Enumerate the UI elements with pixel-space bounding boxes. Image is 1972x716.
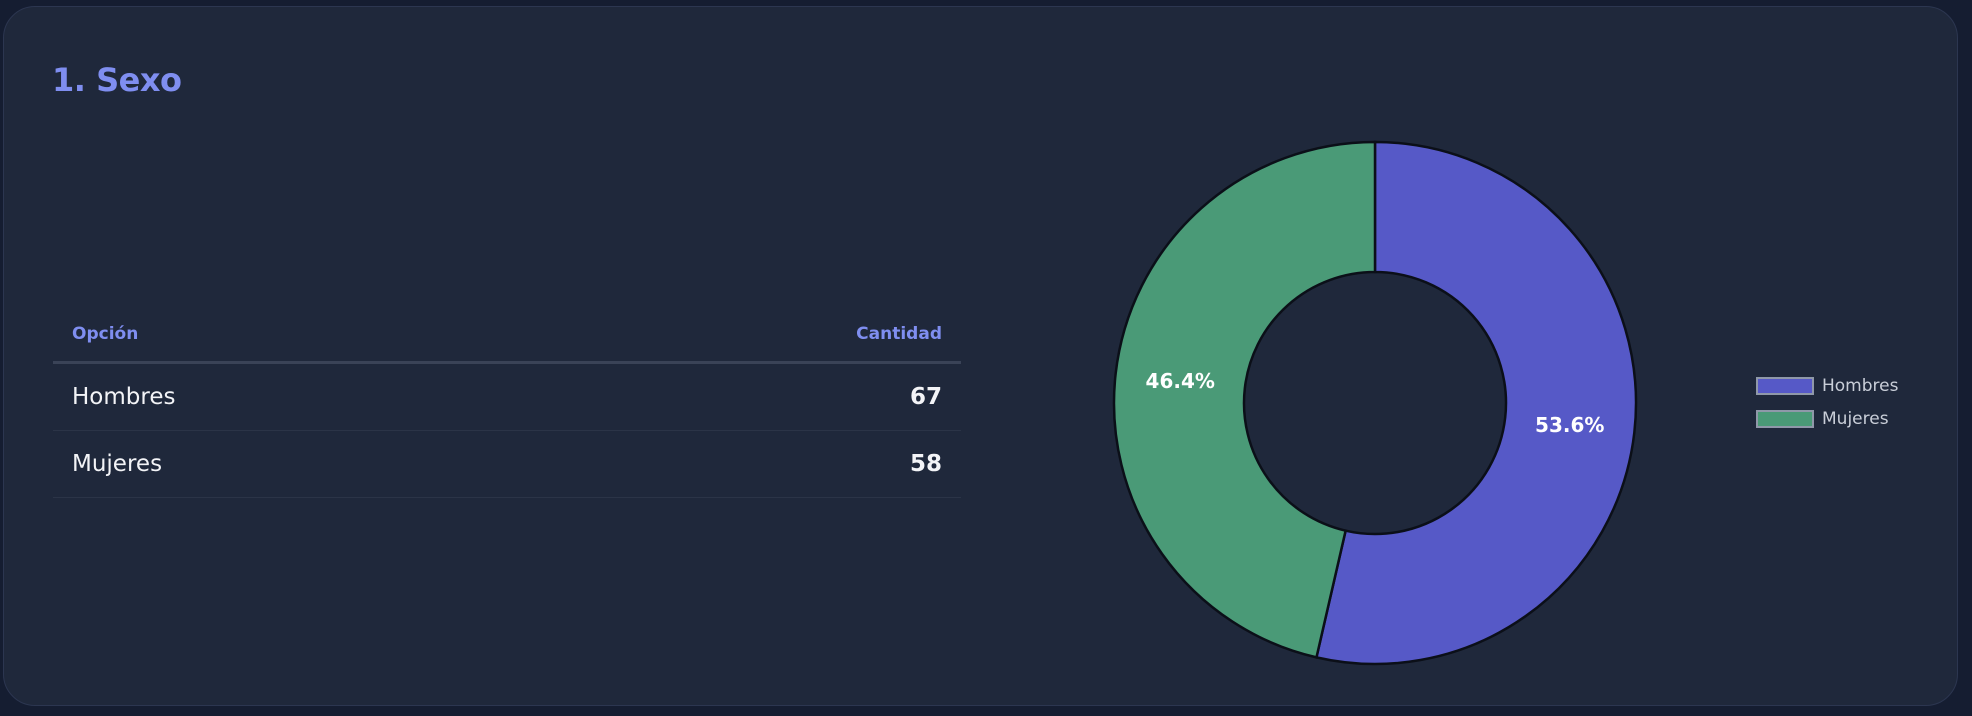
chart-legend: Hombres Mujeres <box>1756 374 1898 440</box>
donut-chart: 53.6% 46.4% <box>1112 140 1638 666</box>
row-label-hombres: Hombres <box>72 384 176 410</box>
table-row: Mujeres 58 <box>53 431 961 498</box>
legend-label-hombres: Hombres <box>1822 376 1899 396</box>
donut-slice-mujeres[interactable] <box>1112 140 1377 659</box>
data-table: Opción Cantidad Hombres 67 Mujeres 58 <box>53 307 961 498</box>
donut-slice-hombres[interactable] <box>1314 140 1638 666</box>
slice-label-hombres: 53.6% <box>1535 413 1604 437</box>
chart-card: 1. Sexo Opción Cantidad Hombres 67 Mujer… <box>3 6 1958 706</box>
row-label-mujeres: Mujeres <box>72 451 163 477</box>
row-value-mujeres: 58 <box>909 451 942 477</box>
table-header: Opción Cantidad <box>53 307 961 364</box>
legend-label-mujeres: Mujeres <box>1822 409 1889 429</box>
row-value-hombres: 67 <box>909 384 942 410</box>
legend-swatch-mujeres <box>1756 410 1814 428</box>
slice-label-mujeres: 46.4% <box>1146 369 1215 393</box>
legend-item-mujeres[interactable]: Mujeres <box>1756 407 1898 431</box>
column-header-count: Cantidad <box>856 323 942 344</box>
section-title: 1. Sexo <box>52 61 182 99</box>
table-row: Hombres 67 <box>53 364 961 431</box>
column-header-option: Opción <box>72 323 139 344</box>
legend-item-hombres[interactable]: Hombres <box>1756 374 1898 398</box>
legend-swatch-hombres <box>1756 377 1814 395</box>
